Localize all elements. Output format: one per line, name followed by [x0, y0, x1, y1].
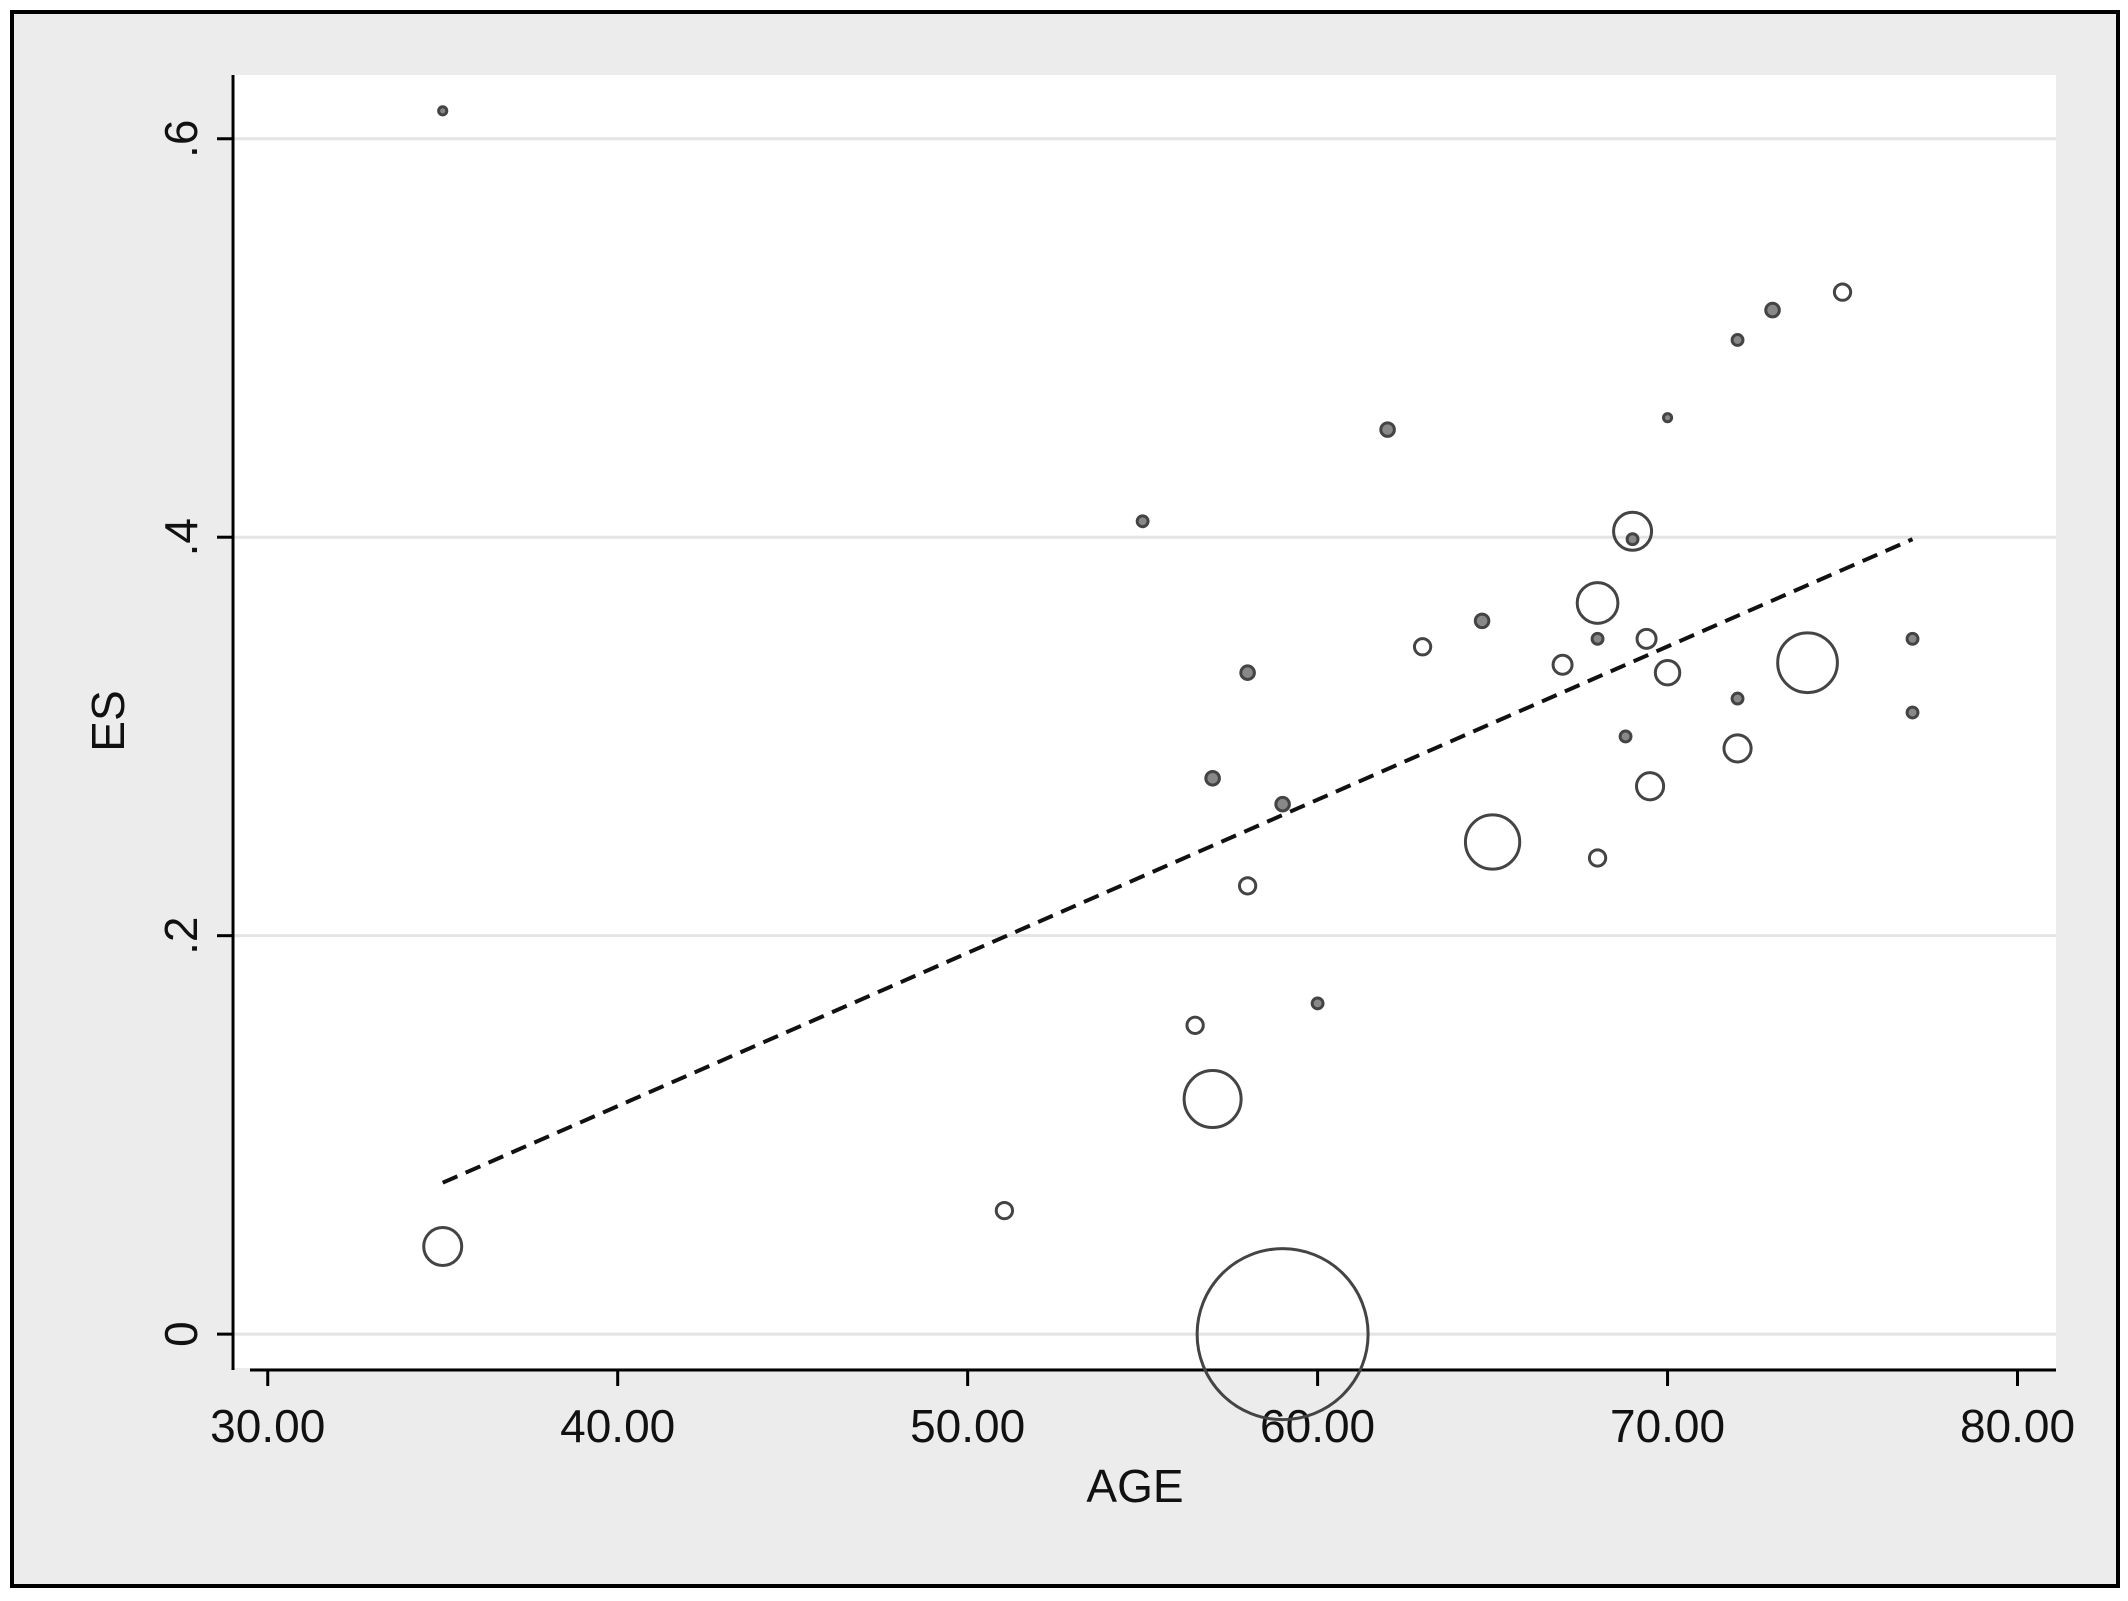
bubble [1730, 691, 1745, 706]
plot-area [231, 75, 2056, 1368]
bubble [1310, 996, 1325, 1011]
bubble [1239, 664, 1256, 681]
y-tick-label: .6 [155, 120, 207, 158]
bubble [994, 1200, 1015, 1221]
x-tick-label: 30.00 [210, 1400, 325, 1452]
x-tick-label: 70.00 [1610, 1400, 1725, 1452]
y-tick-label: 0 [155, 1321, 207, 1347]
bubble [1612, 510, 1654, 552]
bubble [1776, 631, 1839, 695]
bubble [1274, 795, 1291, 813]
y-tick-label: .4 [155, 518, 207, 556]
bubble [1625, 532, 1640, 547]
x-tick-label: 80.00 [1960, 1400, 2075, 1452]
y-axis-title: ES [82, 690, 134, 751]
bubble [1587, 848, 1608, 868]
bubble [1618, 729, 1633, 744]
x-tick-label: 40.00 [560, 1400, 675, 1452]
bubble [1135, 514, 1150, 529]
bubble [1764, 301, 1781, 319]
bubble [1379, 421, 1396, 438]
bubble [1182, 1069, 1243, 1130]
bubble [1730, 333, 1745, 347]
bubble [1634, 771, 1666, 802]
bubble [1463, 813, 1522, 871]
bubble [1590, 631, 1605, 646]
bubble [1661, 412, 1674, 424]
bubble [1237, 876, 1258, 896]
bubble [1551, 653, 1574, 676]
bubble [1722, 733, 1753, 764]
x-tick-label: 50.00 [910, 1400, 1025, 1452]
x-axis-title: AGE [1086, 1460, 1183, 1512]
bubble [1412, 637, 1433, 657]
bubble [1905, 631, 1920, 646]
bubble [422, 1225, 464, 1267]
x-tick-label: 60.00 [1260, 1400, 1375, 1452]
bubble [1195, 1247, 1370, 1422]
bubble [1473, 612, 1491, 630]
fit-line [441, 537, 1914, 1185]
y-tick-label: .2 [155, 916, 207, 954]
bubble [1185, 1015, 1205, 1035]
bubble [437, 105, 449, 117]
bubble [1575, 581, 1620, 625]
bubble [1653, 658, 1682, 687]
bubble [1905, 705, 1920, 720]
bubble [1832, 282, 1853, 302]
bubble [1635, 627, 1658, 650]
bubble [1204, 769, 1221, 787]
